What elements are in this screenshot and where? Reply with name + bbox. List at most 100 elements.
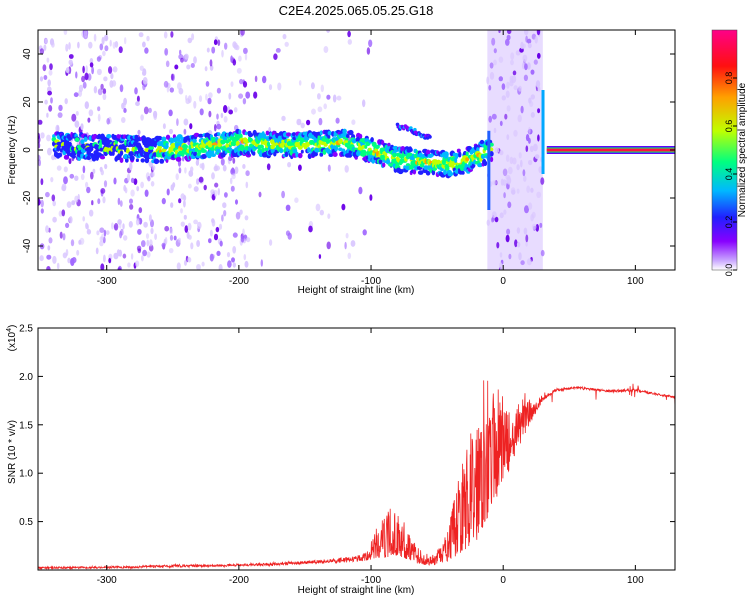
noise-blob: [499, 212, 504, 219]
noise-blob: [96, 68, 102, 76]
tone-core: [546, 148, 675, 152]
noise-blob: [177, 237, 181, 243]
noise-blob: [224, 42, 228, 50]
noise-blob: [226, 252, 231, 258]
noise-blob: [284, 41, 289, 47]
noise-blob: [59, 231, 63, 239]
noise-blob: [127, 262, 131, 268]
signal-blob: [342, 128, 347, 134]
noise-blob: [502, 168, 508, 177]
noise-blob: [315, 203, 321, 212]
noise-blob: [50, 97, 53, 104]
signal-blob: [192, 138, 197, 144]
noise-blob: [55, 124, 60, 133]
noise-blob: [142, 83, 146, 91]
noise-blob: [80, 173, 85, 181]
noise-blob: [61, 185, 66, 191]
noise-blob: [269, 239, 273, 246]
noise-blob: [62, 252, 68, 259]
noise-blob: [501, 95, 506, 101]
noise-blob: [347, 39, 352, 45]
noise-blob: [228, 109, 233, 115]
noise-blob: [45, 191, 50, 198]
noise-blob: [537, 52, 541, 59]
noise-blob: [38, 119, 43, 125]
noise-blob: [138, 207, 143, 214]
noise-blob: [183, 128, 187, 135]
signal-blob: [239, 133, 243, 139]
vertical-strokes: [487, 90, 545, 210]
noise-blob: [108, 257, 112, 264]
spectrogram-content: [38, 30, 675, 270]
signal-blob: [417, 170, 424, 175]
signal-blob: [140, 158, 145, 163]
noise-blob: [140, 181, 145, 189]
signal-blob: [99, 147, 104, 152]
y-tick-label: 2.5: [19, 324, 33, 335]
signal-blob: [443, 153, 449, 159]
carrier-tone: [546, 146, 675, 154]
signal-blob: [247, 132, 254, 138]
x-tick-label: -100: [361, 575, 381, 586]
noise-blob: [505, 90, 510, 98]
noise-blob: [528, 126, 531, 134]
noise-blob: [151, 165, 156, 171]
noise-blob: [245, 170, 250, 177]
noise-blob: [97, 113, 101, 122]
chart-title: C2E4.2025.065.05.25.G18: [279, 3, 434, 18]
noise-blob: [172, 182, 176, 188]
noise-blob: [506, 228, 511, 235]
noise-blob: [38, 135, 41, 144]
noise-blob: [113, 177, 117, 185]
noise-blob: [239, 78, 244, 85]
noise-blob: [91, 200, 94, 206]
noise-blob: [169, 128, 173, 135]
noise-blob: [56, 165, 62, 171]
noise-blob: [218, 264, 223, 270]
signal-blob: [327, 130, 332, 136]
noise-blob: [308, 225, 313, 233]
noise-blob: [68, 59, 73, 66]
noise-blob: [509, 156, 514, 165]
signal-blob: [291, 132, 297, 137]
noise-blob: [124, 187, 128, 194]
noise-blob: [117, 197, 121, 206]
signal-blob: [387, 142, 391, 147]
noise-blob: [122, 223, 125, 230]
noise-blob: [499, 120, 503, 127]
signal-blob: [206, 153, 212, 159]
noise-blob: [138, 32, 144, 38]
noise-blob: [244, 215, 249, 221]
noise-blob: [358, 186, 363, 195]
signal-blob: [490, 156, 494, 163]
signal-blob: [279, 148, 284, 154]
noise-blob: [88, 109, 94, 117]
noise-blob: [489, 62, 494, 69]
noise-blob: [56, 262, 60, 270]
noise-blob: [232, 232, 238, 238]
noise-blob: [187, 257, 192, 263]
noise-blob: [345, 232, 349, 239]
noise-blob: [516, 227, 521, 234]
noise-blob: [100, 169, 105, 176]
noise-blob: [166, 188, 170, 196]
signal-blob: [392, 152, 397, 158]
signal-blob: [80, 139, 85, 145]
noise-blob: [47, 245, 51, 251]
noise-blob: [344, 241, 347, 250]
signal-blob: [161, 136, 167, 142]
noise-blob: [123, 97, 127, 106]
noise-blob: [317, 106, 323, 113]
noise-blob: [71, 113, 77, 122]
noise-blob: [536, 30, 541, 36]
noise-blob: [277, 82, 282, 91]
noise-blob: [135, 101, 140, 107]
noise-blob: [523, 175, 527, 182]
noise-blob: [151, 171, 155, 177]
signal-side-branch: [395, 122, 432, 140]
noise-blob: [90, 171, 94, 180]
noise-blob: [169, 87, 174, 93]
signal-blob: [225, 143, 230, 148]
noise-blob: [76, 249, 80, 256]
